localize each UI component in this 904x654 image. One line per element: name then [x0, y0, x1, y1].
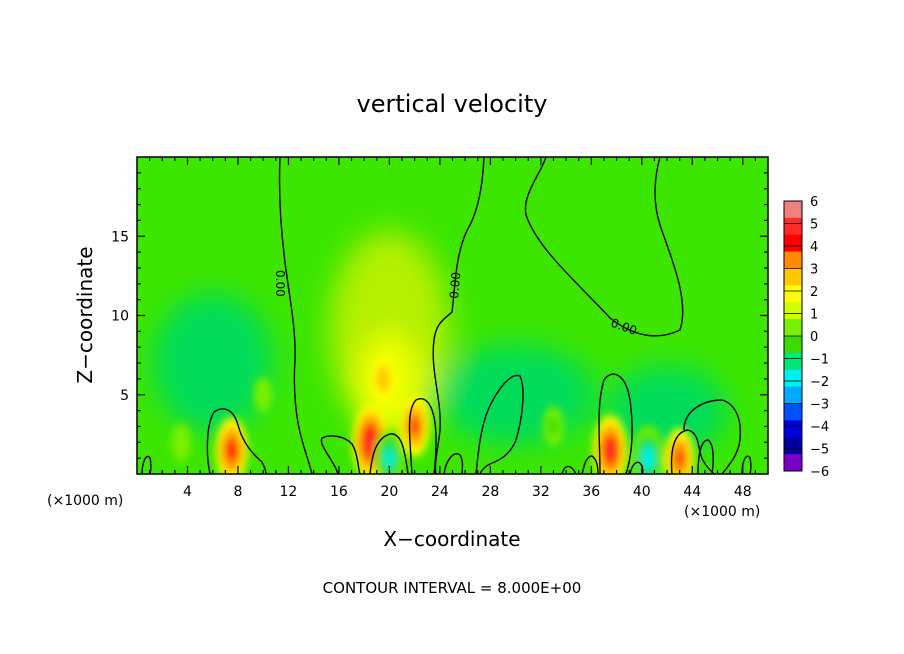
x-tick-label: 20 [380, 484, 398, 500]
colorbar: 6 5 4 3 2 1 0 −1 −2 −3 −4 −5 −6 [783, 195, 829, 480]
y-axis: 5 10 15 [111, 172, 768, 459]
field-core [385, 450, 394, 466]
colorbar-label: −3 [810, 398, 829, 413]
colorbar-swatch [784, 234, 802, 253]
field-core [410, 418, 419, 434]
x-unit-label-right: (×1000 m) [684, 504, 760, 520]
contour-line [369, 433, 409, 474]
colorbar-label: 2 [810, 285, 818, 300]
field-region [152, 293, 273, 434]
contour-line [741, 455, 752, 474]
colorbar-label: 1 [810, 308, 818, 323]
colorbar-swatch [784, 302, 802, 320]
velocity-field [152, 231, 728, 474]
colorbar-label: −5 [810, 443, 829, 458]
x-tick-label: 4 [183, 484, 192, 500]
colorbar-label: 0 [810, 330, 818, 345]
contour-line [141, 455, 152, 474]
contour-label: 0.00 [447, 271, 463, 299]
contour-line [320, 435, 361, 474]
contour-line [581, 455, 599, 474]
colorbar-label: 4 [810, 240, 818, 255]
contour-interval-text: CONTOUR INTERVAL = 8.000E+00 [323, 579, 582, 597]
contour-line [206, 408, 267, 474]
contour-line [408, 398, 437, 474]
x-tick-label: 48 [734, 484, 752, 500]
x-tick-label: 24 [431, 484, 449, 500]
x-axis: 4 8 12 16 20 24 28 32 36 40 44 48 [149, 157, 756, 500]
colorbar-label: −1 [810, 353, 829, 368]
colorbar-swatch [784, 437, 802, 455]
colorbar-swatch [784, 336, 802, 354]
colorbar-label: 3 [810, 263, 818, 278]
x-tick-label: 40 [633, 484, 651, 500]
colorbar-swatch [784, 201, 802, 219]
colorbar-swatch [784, 268, 802, 286]
x-tick-label: 44 [683, 484, 701, 500]
x-unit-label-left: (×1000 m) [47, 493, 123, 509]
contour-line [432, 157, 485, 474]
colorbar-label: −4 [810, 420, 829, 435]
colorbar-swatch [784, 403, 802, 421]
field-core [365, 432, 376, 453]
contour-lines [141, 157, 752, 474]
colorbar-swatch [784, 386, 802, 404]
contour-line [475, 374, 524, 474]
y-tick-label: 5 [120, 388, 129, 404]
colorbar-swatch [784, 369, 802, 388]
y-tick-label: 10 [111, 309, 129, 325]
field-core [376, 365, 390, 393]
field-core [675, 450, 684, 466]
x-tick-label: 32 [532, 484, 550, 500]
contour-line [697, 439, 714, 474]
colorbar-swatch [784, 420, 802, 438]
colorbar-label: 5 [810, 218, 818, 233]
colorbar-swatch [784, 454, 802, 472]
x-tick-label: 8 [233, 484, 242, 500]
colorbar-label: −2 [810, 375, 829, 390]
field-core [171, 423, 192, 462]
contour-line [561, 465, 577, 474]
colorbar-label: −6 [810, 465, 829, 480]
field-core [253, 377, 273, 413]
contour-label: 0.00 [273, 270, 287, 297]
colorbar-swatch [784, 251, 802, 269]
contour-line [443, 453, 464, 474]
chart-title: vertical velocity [357, 90, 548, 118]
x-tick-label: 12 [280, 484, 298, 500]
field-core [606, 443, 614, 458]
x-axis-label: X−coordinate [383, 527, 520, 551]
contour-line [670, 429, 715, 474]
field-core [642, 447, 654, 469]
contour-line [598, 373, 633, 474]
contour-line [524, 157, 684, 337]
x-tick-label: 36 [582, 484, 600, 500]
colorbar-swatch [784, 285, 802, 303]
field-region [607, 365, 728, 456]
x-tick-label: 16 [330, 484, 348, 500]
colorbar-swatch [784, 217, 802, 236]
contour-line [278, 157, 313, 474]
y-tick-label: 15 [111, 229, 129, 245]
field-region [435, 344, 596, 445]
colorbar-label: 6 [810, 195, 818, 210]
field-core [548, 416, 559, 437]
y-axis-label: Z−coordinate [73, 246, 97, 383]
x-tick-label: 28 [481, 484, 499, 500]
field-core [226, 439, 237, 462]
colorbar-swatch [784, 319, 802, 337]
contour-line [683, 399, 742, 474]
colorbar-swatch [784, 352, 802, 371]
